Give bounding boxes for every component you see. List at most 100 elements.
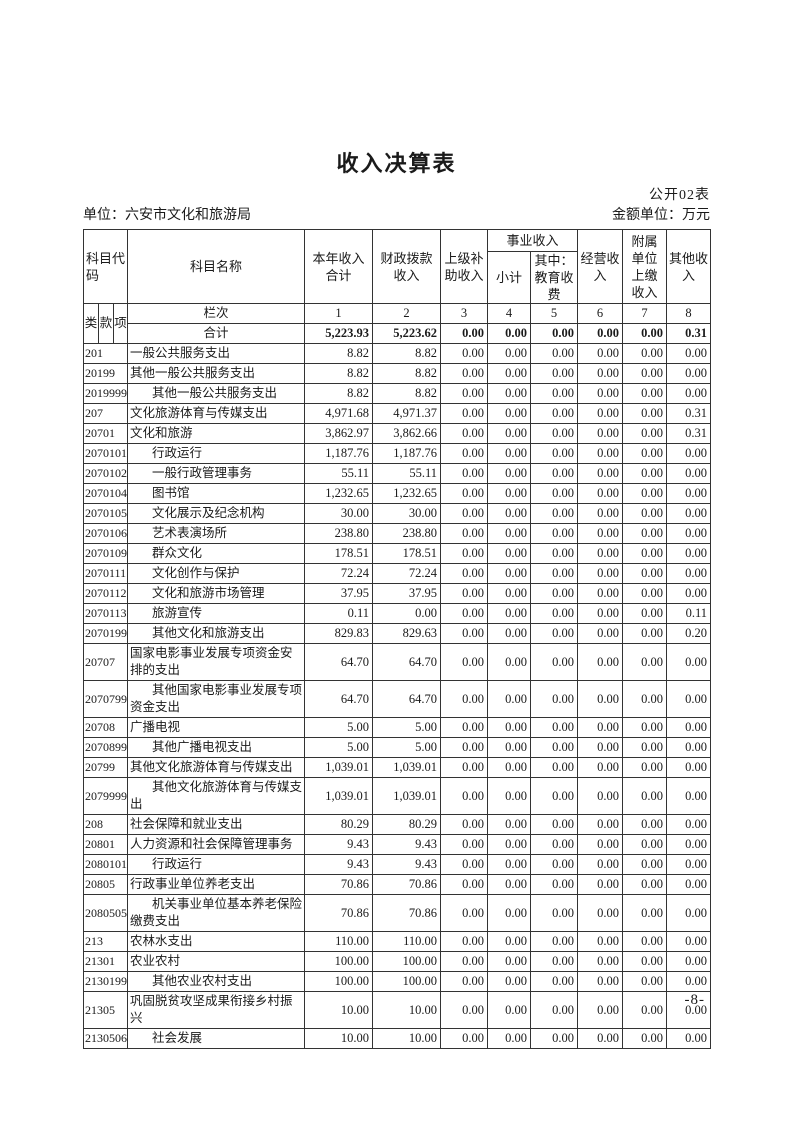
value-cell: 0.00 xyxy=(529,814,579,835)
value-cell: 80.29 xyxy=(304,814,373,835)
table-row: 2070112 文化和旅游市场管理 37.95 37.95 0.00 0.00 0.00… xyxy=(83,583,712,604)
value-cell: 0.00 xyxy=(440,854,488,875)
value-cell: 0.00 xyxy=(577,894,624,932)
subject-code-cell: 20799 xyxy=(83,757,128,778)
value-cell: 0.00 xyxy=(487,931,531,952)
value-cell: 0.00 xyxy=(666,757,712,778)
value-cell: 0.00 xyxy=(622,503,668,524)
subject-name-cell: 旅游宣传 xyxy=(127,603,305,624)
total-value: 0.00 xyxy=(577,323,624,344)
value-cell: 70.86 xyxy=(372,874,441,895)
value-cell: 0.00 xyxy=(372,603,441,624)
value-cell: 0.00 xyxy=(440,623,488,644)
value-cell: 0.00 xyxy=(666,483,712,504)
value-cell: 0.00 xyxy=(487,680,531,718)
value-cell: 0.00 xyxy=(487,717,531,738)
table-row: 20199 其他一般公共服务支出 8.82 8.82 0.00 0.00 0.00 0.0… xyxy=(83,363,712,384)
value-cell: 0.00 xyxy=(529,834,579,855)
value-cell: 0.00 xyxy=(577,814,624,835)
table-row: 213 农林水支出 110.00 110.00 0.00 0.00 0.00 0.00 0.… xyxy=(83,931,712,952)
value-cell: 9.43 xyxy=(304,834,373,855)
value-cell: 72.24 xyxy=(304,563,373,584)
subject-code-cell: 20199 xyxy=(83,363,128,384)
column-number: 1 xyxy=(304,303,373,324)
unit-label: 单位：六安市文化和旅游局 xyxy=(83,208,251,223)
table-row: 2130199 其他农业农村支出 100.00 100.00 0.00 0.00 0.0… xyxy=(83,971,712,992)
value-cell: 0.00 xyxy=(440,874,488,895)
code-sub-category: 类 xyxy=(83,303,99,344)
subject-name-cell: 文化创作与保护 xyxy=(127,563,305,584)
col-header-subtotal: 小计 xyxy=(487,251,531,304)
value-cell: 0.00 xyxy=(529,854,579,875)
value-cell: 0.00 xyxy=(622,894,668,932)
value-cell: 0.00 xyxy=(487,991,531,1029)
value-cell: 0.00 xyxy=(440,777,488,815)
value-cell: 0.00 xyxy=(666,931,712,952)
value-cell: 0.00 xyxy=(529,680,579,718)
value-cell: 5.00 xyxy=(304,737,373,758)
value-cell: 0.00 xyxy=(622,951,668,972)
subject-name-cell: 一般公共服务支出 xyxy=(127,343,305,364)
table-row: 208 社会保障和就业支出 80.29 80.29 0.00 0.00 0.00 0.00… xyxy=(83,814,712,835)
column-number: 7 xyxy=(622,303,668,324)
col-header-subject-name: 科目名称 xyxy=(127,229,305,304)
table-row: 2070199 其他文化和旅游支出 829.83 829.63 0.00 0.00 0.… xyxy=(83,623,712,644)
value-cell: 100.00 xyxy=(372,971,441,992)
value-cell: 0.00 xyxy=(577,423,624,444)
value-cell: 0.00 xyxy=(666,777,712,815)
value-cell: 3,862.66 xyxy=(372,423,441,444)
subject-name-cell: 行政运行 xyxy=(127,443,305,464)
col-header-annual-total: 本年收入合计 xyxy=(304,229,373,304)
subject-code-cell: 2070899 xyxy=(83,737,128,758)
value-cell: 0.00 xyxy=(529,971,579,992)
value-cell: 0.00 xyxy=(487,623,531,644)
value-cell: 0.00 xyxy=(577,777,624,815)
value-cell: 0.00 xyxy=(622,777,668,815)
value-cell: 8.82 xyxy=(304,363,373,384)
value-cell: 80.29 xyxy=(372,814,441,835)
value-cell: 1,039.01 xyxy=(372,777,441,815)
value-cell: 829.63 xyxy=(372,623,441,644)
value-cell: 0.00 xyxy=(577,483,624,504)
public-table-label: 公开02表 xyxy=(649,188,710,203)
subject-name-cell: 其他文化旅游体育与传媒支出 xyxy=(127,757,305,778)
table-row: 2070101 行政运行 1,187.76 1,187.76 0.00 0.00 0.0… xyxy=(83,443,712,464)
value-cell: 1,039.01 xyxy=(372,757,441,778)
col-header-education-fees: 其中：教育收费 xyxy=(529,251,579,304)
subject-code-cell: 2070104 xyxy=(83,483,128,504)
value-cell: 0.00 xyxy=(440,757,488,778)
value-cell: 30.00 xyxy=(304,503,373,524)
value-cell: 8.82 xyxy=(372,343,441,364)
value-cell: 0.00 xyxy=(666,814,712,835)
value-cell: 0.00 xyxy=(487,563,531,584)
value-cell: 0.00 xyxy=(529,563,579,584)
value-cell: 0.00 xyxy=(622,423,668,444)
subject-code-cell: 2070102 xyxy=(83,463,128,484)
value-cell: 0.00 xyxy=(529,343,579,364)
subject-name-cell: 文化旅游体育与传媒支出 xyxy=(127,403,305,424)
value-cell: 0.00 xyxy=(440,834,488,855)
table-row: 2080101 行政运行 9.43 9.43 0.00 0.00 0.00 0.00 0.0… xyxy=(83,854,712,875)
subject-name-cell: 文化展示及纪念机构 xyxy=(127,503,305,524)
value-cell: 0.00 xyxy=(577,874,624,895)
value-cell: 1,039.01 xyxy=(304,777,373,815)
col-header-affiliated-remittance: 附属单位上缴收入 xyxy=(622,229,668,304)
value-cell: 0.00 xyxy=(666,503,712,524)
table-row: 2070111 文化创作与保护 72.24 72.24 0.00 0.00 0.00 0.… xyxy=(83,563,712,584)
value-cell: 0.00 xyxy=(487,503,531,524)
value-cell: 0.00 xyxy=(487,363,531,384)
value-cell: 0.00 xyxy=(577,717,624,738)
value-cell: 0.00 xyxy=(577,443,624,464)
value-cell: 0.00 xyxy=(529,737,579,758)
col-header-other-income: 其他收入 xyxy=(666,229,712,304)
table-row: 2080505 机关事业单位基本养老保险缴费支出 70.86 70.86 0.00 0… xyxy=(83,894,712,932)
value-cell: 0.00 xyxy=(577,834,624,855)
code-sub-subitem: 项 xyxy=(113,303,128,344)
value-cell: 0.00 xyxy=(487,403,531,424)
value-cell: 0.00 xyxy=(577,737,624,758)
value-cell: 10.00 xyxy=(372,1028,441,1049)
value-cell: 0.00 xyxy=(577,363,624,384)
value-cell: 0.00 xyxy=(577,623,624,644)
value-cell: 0.00 xyxy=(666,951,712,972)
value-cell: 55.11 xyxy=(372,463,441,484)
